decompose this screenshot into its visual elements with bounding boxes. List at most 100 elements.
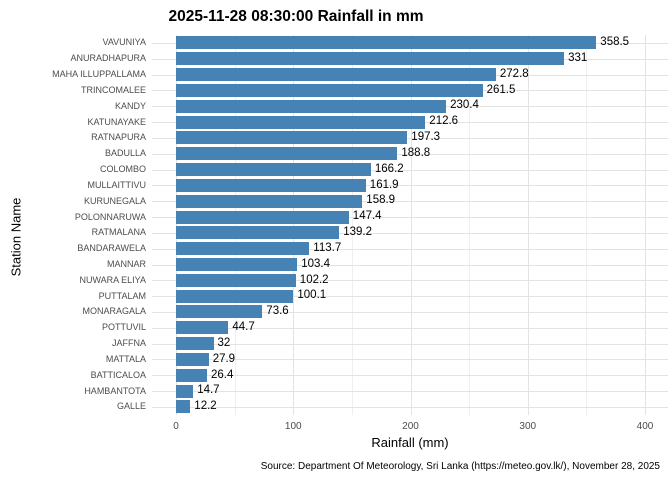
bar-value-label: 102.2 bbox=[299, 273, 329, 286]
bar-value-label: 44.7 bbox=[232, 321, 255, 334]
bar-value-label: 261.5 bbox=[486, 83, 516, 96]
bar-row: 358.5 bbox=[152, 35, 668, 51]
y-axis-tick-label: POTTUVIL bbox=[101, 322, 146, 333]
y-axis-tick-label: KANDY bbox=[114, 100, 146, 111]
bar-row: 139.2 bbox=[152, 225, 668, 241]
bar-row: 113.7 bbox=[152, 241, 668, 257]
bar-row: 12.2 bbox=[152, 399, 668, 415]
bar-row: 102.2 bbox=[152, 272, 668, 288]
bars-container: 358.5 331 272.8 261.5 230.4 212.6 197.3 188.8 16… bbox=[152, 35, 668, 415]
bar-value-label: 358.5 bbox=[600, 36, 630, 49]
y-axis-tick-label: VAVUNIYA bbox=[102, 37, 146, 48]
bar bbox=[176, 115, 426, 129]
bar-row: 32 bbox=[152, 336, 668, 352]
bar-row: 166.2 bbox=[152, 162, 668, 178]
y-axis-tick-label: PUTTALAM bbox=[98, 290, 146, 301]
y-axis-tick-label: MATTALA bbox=[105, 353, 146, 364]
bar bbox=[176, 321, 229, 335]
bar bbox=[176, 384, 194, 398]
plot-panel: 358.5 331 272.8 261.5 230.4 212.6 197.3 188.8 16… bbox=[152, 35, 668, 415]
x-axis-tick-label: 0 bbox=[173, 421, 179, 432]
bar bbox=[176, 305, 263, 319]
bar-value-label: 230.4 bbox=[450, 99, 479, 112]
bar-value-label: 139.2 bbox=[343, 226, 372, 239]
bar-value-label: 14.7 bbox=[197, 384, 220, 397]
y-axis-tick-label: MANNAR bbox=[106, 259, 146, 269]
bar-value-label: 158.9 bbox=[366, 194, 396, 207]
gridline-vertical-major bbox=[293, 35, 295, 415]
y-axis-tick-labels: VAVUNIYA ANURADHAPURA MAHA ILLUPPALLAMA TRI… bbox=[0, 35, 146, 415]
chart-title: 2025-11-28 08:30:00 Rainfall in mm bbox=[168, 8, 424, 25]
y-axis-tick-label: ANURADHAPURA bbox=[70, 53, 146, 64]
bar bbox=[176, 368, 207, 382]
gridline-vertical-minor bbox=[469, 35, 471, 415]
gridline-vertical-minor bbox=[234, 35, 236, 415]
gridline-horizontal bbox=[152, 248, 668, 250]
bar bbox=[176, 163, 371, 177]
bar-row: 188.8 bbox=[152, 146, 668, 162]
gridline-vertical-major bbox=[410, 35, 412, 415]
gridline-vertical-minor bbox=[586, 35, 588, 415]
bar-row: 14.7 bbox=[152, 383, 668, 399]
bar-row: 44.7 bbox=[152, 320, 668, 336]
bar-value-label: 147.4 bbox=[352, 210, 382, 223]
bar bbox=[176, 83, 483, 97]
y-axis-tick-label: KURUNEGALA bbox=[83, 195, 146, 206]
x-axis-tick-label: 100 bbox=[284, 421, 302, 432]
y-axis-tick-label: BATTICALOA bbox=[90, 369, 146, 380]
bar-row: 27.9 bbox=[152, 352, 668, 368]
bar-row: 103.4 bbox=[152, 257, 668, 273]
gridline-horizontal bbox=[152, 217, 668, 219]
y-axis-tick-label: MONARAGALA bbox=[82, 306, 146, 317]
gridline-horizontal bbox=[152, 201, 668, 203]
bar bbox=[176, 258, 298, 271]
bar-row: 161.9 bbox=[152, 177, 668, 193]
bar-value-label: 26.4 bbox=[211, 368, 234, 381]
bar bbox=[176, 226, 340, 240]
x-axis-tick-label: 400 bbox=[636, 421, 654, 432]
x-axis-tick-label: 300 bbox=[519, 421, 537, 432]
y-axis-tick-label: JAFFNA bbox=[111, 338, 146, 349]
gridline-horizontal bbox=[152, 137, 668, 139]
bar-row: 212.6 bbox=[152, 114, 668, 130]
bar bbox=[176, 400, 191, 414]
gridline-horizontal bbox=[152, 406, 668, 408]
bar-value-label: 103.4 bbox=[301, 257, 330, 270]
y-axis-tick-label: POLONNARUWA bbox=[74, 211, 146, 222]
bar bbox=[176, 68, 496, 82]
gridline-horizontal bbox=[152, 375, 668, 377]
x-axis-tick-labels: 0 100 200 300 400 bbox=[152, 421, 668, 434]
gridline-horizontal bbox=[152, 185, 668, 187]
gridline-horizontal bbox=[152, 359, 668, 361]
y-axis-tick-label: TRINCOMALEE bbox=[80, 84, 146, 95]
gridline-horizontal bbox=[152, 153, 668, 155]
bar bbox=[176, 242, 310, 256]
gridline-vertical-minor bbox=[351, 35, 353, 415]
bar bbox=[176, 289, 294, 303]
y-axis-tick-label: BANDARAWELA bbox=[77, 243, 146, 254]
bar bbox=[176, 210, 349, 224]
bar bbox=[176, 147, 398, 161]
bar-row: 73.6 bbox=[152, 304, 668, 320]
bar-row: 261.5 bbox=[152, 82, 668, 98]
bar-value-label: 161.9 bbox=[369, 178, 399, 191]
bar-row: 26.4 bbox=[152, 367, 668, 383]
bar-value-label: 12.2 bbox=[194, 400, 217, 413]
bar bbox=[176, 36, 597, 50]
x-axis-title: Rainfall (mm) bbox=[371, 435, 449, 450]
bar-row: 230.4 bbox=[152, 98, 668, 114]
gridline-horizontal bbox=[152, 296, 668, 298]
source-caption: Source: Department Of Meteorology, Sri L… bbox=[260, 461, 660, 472]
bar-value-label: 27.9 bbox=[212, 352, 236, 365]
gridline-horizontal bbox=[152, 264, 668, 266]
bar bbox=[176, 352, 209, 366]
gridline-horizontal bbox=[152, 169, 668, 171]
bar-value-label: 188.8 bbox=[401, 146, 431, 159]
y-axis-tick-label: GALLE bbox=[116, 401, 146, 412]
bar-value-label: 100.1 bbox=[297, 289, 327, 302]
bar-row: 158.9 bbox=[152, 193, 668, 209]
gridline-horizontal bbox=[152, 327, 668, 329]
bar bbox=[176, 52, 565, 66]
y-axis-tick-label: MAHA ILLUPPALLAMA bbox=[52, 69, 146, 80]
